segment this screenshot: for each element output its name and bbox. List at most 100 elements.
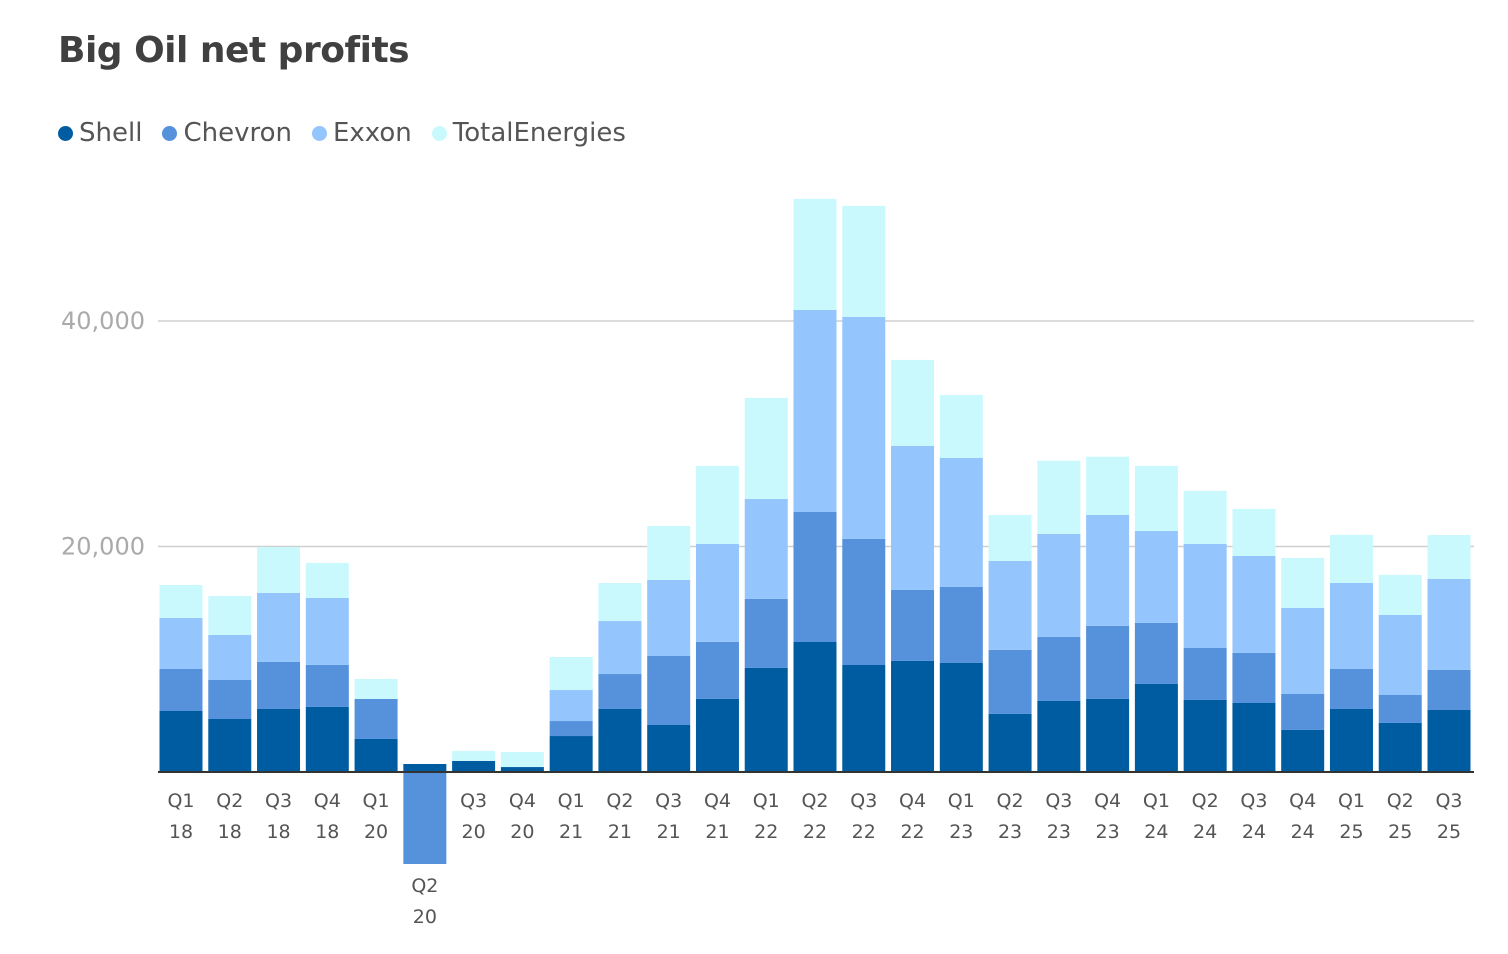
bar-segment-totalenergies — [1281, 557, 1325, 608]
bar-segment-chevron — [695, 641, 739, 699]
bar-segment-shell — [744, 667, 788, 772]
bar-segment-exxon — [695, 543, 739, 642]
bar-segment-chevron — [1134, 622, 1178, 684]
x-tick-label: 20 — [364, 821, 388, 843]
legend: Shell Chevron Exxon TotalEnergies — [58, 118, 626, 148]
legend-marker — [431, 125, 447, 141]
bar-segment-exxon — [1329, 582, 1373, 669]
x-tick-label: Q4 — [509, 790, 536, 812]
x-tick-label: 22 — [852, 821, 876, 843]
bar-segment-shell — [208, 719, 252, 772]
bar-segment-shell — [1183, 699, 1227, 772]
bar-segment-shell — [1086, 698, 1130, 772]
bar-segment-shell — [1427, 709, 1471, 772]
x-tick-label: 20 — [462, 821, 486, 843]
x-tick-label: Q4 — [1289, 790, 1316, 812]
x-tick-label: 22 — [900, 821, 924, 843]
bar-segment-shell — [549, 736, 593, 772]
bar-segment-shell — [1134, 683, 1178, 772]
bar-segment-totalenergies — [1086, 456, 1130, 515]
x-tick-label: 24 — [1144, 821, 1168, 843]
x-tick-label: Q2 — [997, 790, 1024, 812]
x-tick-label: 25 — [1388, 821, 1412, 843]
x-tick-label: 25 — [1339, 821, 1363, 843]
x-tick-label: 21 — [559, 821, 583, 843]
x-tick-label: Q3 — [265, 790, 292, 812]
legend-marker — [162, 125, 178, 141]
bar-segment-chevron — [1427, 669, 1471, 710]
legend-item: TotalEnergies — [431, 118, 626, 148]
bar-segment-chevron — [1037, 636, 1081, 701]
bar-segment-chevron — [647, 655, 691, 725]
x-tick-label: Q4 — [314, 790, 341, 812]
bar-segment-exxon — [793, 309, 837, 512]
bar-segment-shell — [403, 763, 447, 772]
x-tick-label: Q2 — [606, 790, 633, 812]
x-tick-label: 23 — [1096, 821, 1120, 843]
bar-segment-totalenergies — [208, 595, 252, 636]
bar-segment-totalenergies — [1329, 534, 1373, 583]
x-tick-label: Q2 — [801, 790, 828, 812]
x-tick-label: 21 — [657, 821, 681, 843]
x-tick-label: 22 — [754, 821, 778, 843]
bar-segment-totalenergies — [452, 750, 496, 761]
x-tick-label: Q1 — [167, 790, 194, 812]
bar-segment-chevron — [744, 598, 788, 668]
bar-segment-exxon — [988, 560, 1032, 650]
x-tick-label: 18 — [315, 821, 339, 843]
bar-segment-totalenergies — [744, 397, 788, 499]
bar-segment-chevron — [1329, 668, 1373, 709]
x-tick-label: Q2 — [1192, 790, 1219, 812]
x-tick-label: 22 — [803, 821, 827, 843]
x-tick-label: 18 — [266, 821, 290, 843]
bar-segment-chevron — [1183, 647, 1227, 700]
bar-segment-totalenergies — [988, 514, 1032, 561]
bar-segment-chevron — [842, 538, 886, 666]
x-tick-label: 20 — [510, 821, 534, 843]
bar-segment-chevron — [988, 649, 1032, 714]
bar-segment-chevron — [208, 679, 252, 720]
bar-segment-shell — [988, 713, 1032, 772]
x-tick-label: Q1 — [1338, 790, 1365, 812]
bar-segment-totalenergies — [1134, 465, 1178, 531]
bar-segment-shell — [939, 662, 983, 772]
bar-segment-exxon — [744, 498, 788, 599]
bar-segment-exxon — [1086, 514, 1130, 626]
x-tick-label: Q3 — [460, 790, 487, 812]
bar-segment-exxon — [208, 635, 252, 680]
x-tick-label: Q1 — [753, 790, 780, 812]
bar-segment-chevron — [891, 589, 935, 661]
bar-segment-exxon — [1183, 543, 1227, 648]
bar-segment-chevron — [793, 511, 837, 642]
bar-segment-shell — [598, 708, 642, 772]
bar-segment-exxon — [1281, 607, 1325, 694]
bar-segment-exxon — [1232, 555, 1276, 653]
bar-segment-exxon — [257, 592, 301, 662]
x-tick-label: 23 — [1047, 821, 1071, 843]
x-tick-label: Q1 — [948, 790, 975, 812]
bar-segment-totalenergies — [1183, 490, 1227, 544]
bar-segment-chevron — [1232, 652, 1276, 703]
bar-segment-exxon — [1037, 533, 1081, 637]
bar-segment-exxon — [842, 316, 886, 539]
y-tick-label: 40,000 — [61, 307, 145, 335]
x-tick-label: Q1 — [558, 790, 585, 812]
bar-segment-totalenergies — [354, 678, 398, 699]
bar-segment-totalenergies — [598, 583, 642, 622]
bar-segment-totalenergies — [939, 394, 983, 458]
bar-segment-chevron — [939, 586, 983, 663]
bar-segment-shell — [793, 641, 837, 772]
bar-segment-exxon — [549, 690, 593, 722]
bar-segment-totalenergies — [647, 525, 691, 580]
x-tick-label: 20 — [413, 906, 437, 928]
bar-segment-chevron — [549, 721, 593, 737]
bar-segment-exxon — [891, 445, 935, 590]
bar-segment-exxon — [1134, 530, 1178, 623]
x-tick-label: Q1 — [363, 790, 390, 812]
x-tick-label: 21 — [705, 821, 729, 843]
bar-segment-shell — [1378, 722, 1422, 772]
bar-segment-shell — [1232, 702, 1276, 772]
x-tick-label: Q4 — [704, 790, 731, 812]
legend-label: TotalEnergies — [452, 118, 626, 148]
bar-segment-exxon — [647, 579, 691, 656]
